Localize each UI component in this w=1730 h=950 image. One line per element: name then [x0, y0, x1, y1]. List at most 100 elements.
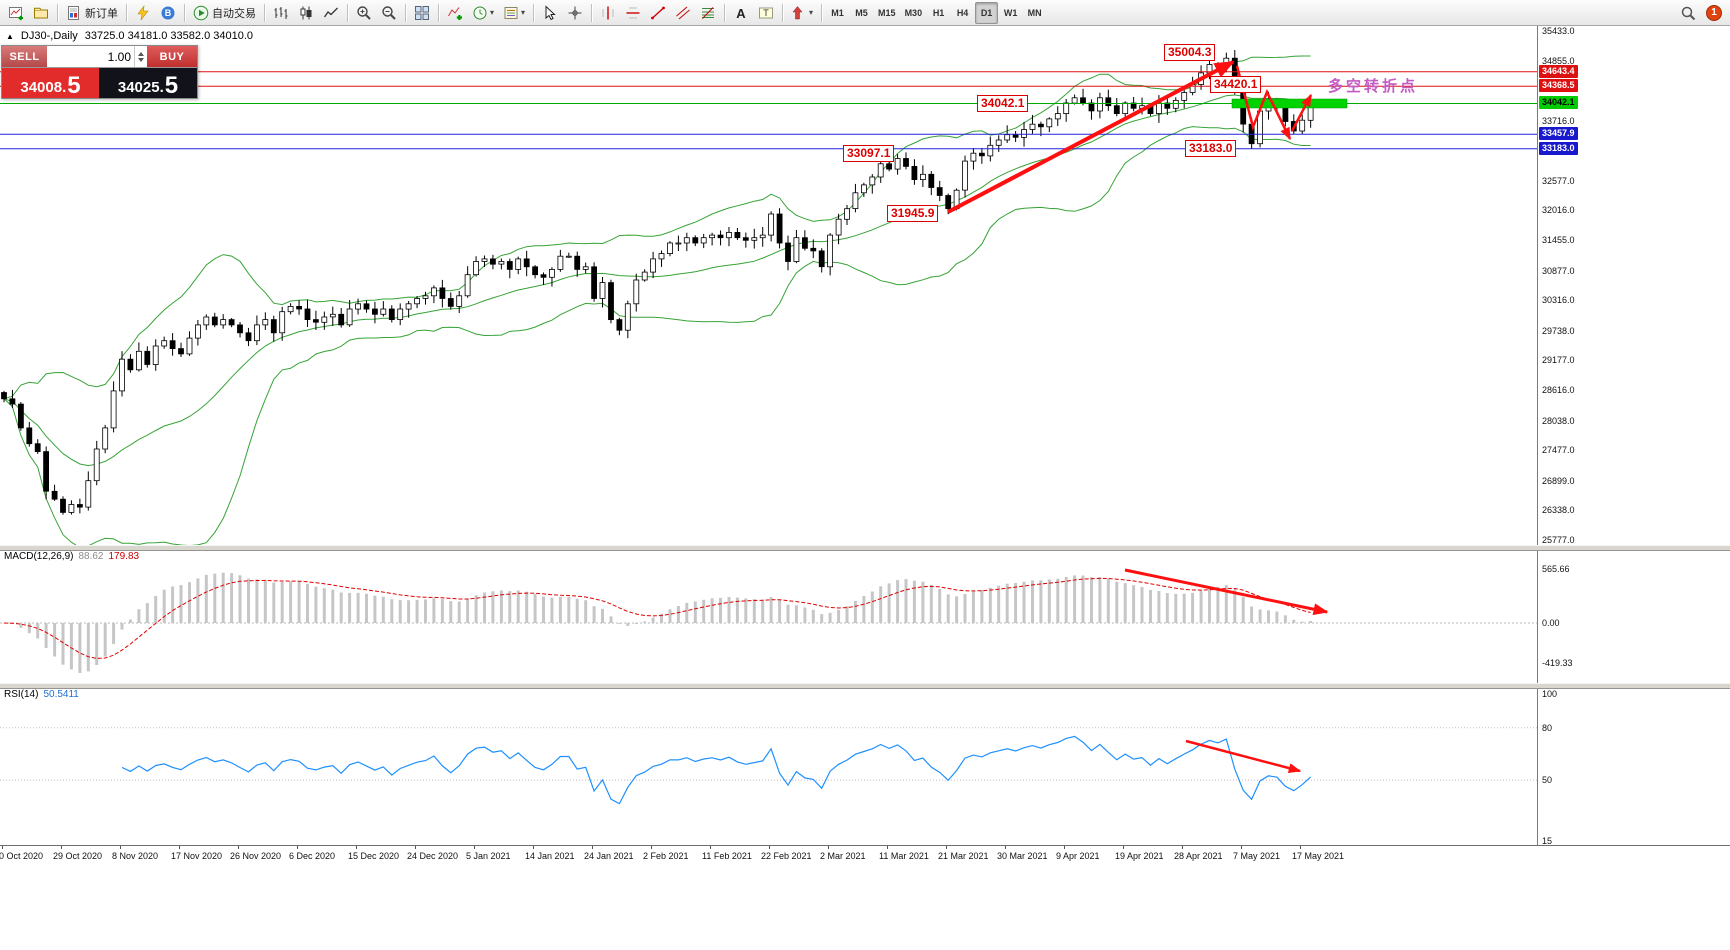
price-axis-label: 28038.0 [1542, 415, 1575, 426]
price-annotation-label[interactable]: 31945.9 [887, 205, 939, 222]
volume-spinner-icons[interactable] [134, 46, 147, 67]
fibonacci-button[interactable] [696, 2, 720, 24]
templates-icon [503, 5, 519, 21]
periods-button[interactable]: ▾ [468, 2, 498, 24]
price-annotation-label[interactable]: 34420.1 [1210, 76, 1262, 93]
macd-scale-label: 565.66 [1542, 563, 1570, 574]
bollinger-bands [3, 55, 1311, 545]
macd-chart-surface[interactable] [0, 551, 1537, 683]
sell-button[interactable]: SELL [2, 46, 47, 67]
timeframe-mn-button[interactable]: MN [1027, 7, 1042, 18]
line-chart-button[interactable] [319, 2, 343, 24]
macd-panel: MACD(12,26,9) 88.62 179.83 565.66 0.00 -41… [0, 551, 1730, 683]
turning-point-text[interactable]: 多空转折点 [1328, 78, 1419, 95]
candles-layer [1, 50, 1314, 515]
timeframe-m30-button[interactable]: M30 [904, 7, 923, 18]
zoom-out-button[interactable] [377, 2, 401, 24]
autotrading-button[interactable]: 自动交易 [189, 2, 260, 24]
price-axis-label: 28616.0 [1542, 385, 1575, 396]
bar-chart-button[interactable] [269, 2, 293, 24]
timeframe-h1-button[interactable]: H1 [932, 7, 945, 18]
price-chart-surface[interactable] [0, 26, 1537, 545]
price-marker-badge: 33183.0 [1539, 141, 1578, 155]
equidistant-channel-button[interactable] [671, 2, 695, 24]
time-axis-label: 20 Oct 2020 [0, 851, 44, 861]
panel-splitter[interactable] [0, 683, 1730, 689]
price-axis-label: 30877.0 [1542, 265, 1575, 276]
indicators-add-button[interactable] [443, 2, 467, 24]
rsi-scale[interactable]: 100 80 50 15 [1537, 689, 1730, 846]
time-axis-label: 11 Mar 2021 [879, 851, 929, 861]
templates-button[interactable]: ▾ [499, 2, 529, 24]
svg-text:A: A [736, 6, 746, 21]
bid-price[interactable]: 34008. 5 [2, 68, 99, 98]
cursor-icon [542, 4, 558, 21]
volume-stepper[interactable]: 1.00 [47, 46, 147, 67]
time-axis-label: 14 Jan 2021 [525, 851, 575, 861]
price-annotation-label[interactable]: 34042.1 [977, 95, 1029, 112]
trend-arrow[interactable] [947, 60, 1235, 214]
new-chart-button[interactable] [4, 2, 28, 24]
arrows-dropdown-icon[interactable]: ▾ [809, 8, 814, 17]
periods-dropdown-icon[interactable]: ▾ [490, 8, 495, 17]
timeframe-h4-button[interactable]: H4 [956, 7, 969, 18]
time-axis[interactable]: 20 Oct 2020 29 Oct 2020 8 Nov 2020 17 Nov 2… [0, 845, 1730, 950]
timeframe-d1-button[interactable]: D1 [975, 1, 999, 24]
horizontal-line-button[interactable] [621, 2, 645, 24]
vertical-line-button[interactable] [596, 2, 620, 24]
zoom-in-button[interactable] [352, 2, 376, 24]
timeframe-m1-button[interactable]: M1 [831, 7, 844, 18]
price-axis[interactable]: 35433.0 34855.0 33716.0 32577.0 32016.0 31455… [1537, 26, 1730, 545]
community-button[interactable]: B [156, 2, 180, 24]
time-axis-tick [179, 846, 180, 849]
rsi-chart-surface[interactable] [0, 689, 1537, 845]
toolbar-separator [724, 3, 726, 22]
timeframe-m15-button[interactable]: M15 [878, 7, 896, 18]
time-axis-tick [1064, 846, 1065, 849]
tile-windows-icon [414, 5, 430, 21]
volume-value[interactable]: 1.00 [107, 49, 131, 64]
trendline-button[interactable] [646, 2, 670, 24]
macd-label: MACD(12,26,9) 88.62 179.83 [4, 551, 139, 562]
timeframe-w1-button[interactable]: W1 [1003, 7, 1018, 18]
trade-panel-prices: 34008. 5 34025. 5 [2, 68, 197, 98]
time-axis-label: 29 Oct 2020 [53, 851, 103, 861]
new-order-button[interactable]: 新订单 [62, 2, 122, 24]
search-button[interactable] [1676, 2, 1700, 24]
price-annotation-label[interactable]: 35004.3 [1164, 44, 1216, 61]
cursor-button[interactable] [538, 2, 562, 24]
spinner-down-icon[interactable] [138, 57, 144, 62]
timeframe-m5-button[interactable]: M5 [855, 7, 868, 18]
buy-button[interactable]: BUY [147, 46, 197, 67]
notification-badge[interactable]: 1 [1706, 4, 1722, 21]
text-button[interactable]: A [729, 2, 753, 24]
price-annotation-label[interactable]: 33097.1 [843, 145, 895, 162]
templates-dropdown-icon[interactable]: ▾ [521, 8, 526, 17]
macd-scale[interactable]: 565.66 0.00 -419.33 [1537, 551, 1730, 683]
price-marker-badge: 34368.5 [1539, 79, 1578, 93]
metaeditor-button[interactable] [131, 2, 155, 24]
arrows-button[interactable]: ▾ [787, 2, 817, 24]
time-axis-label: 2 Feb 2021 [643, 851, 689, 861]
trend-arrow[interactable] [1124, 568, 1329, 616]
chart-symbol-period: DJ30-,Daily [20, 30, 78, 42]
trend-arrow[interactable] [1290, 93, 1313, 132]
candlestick-chart-button[interactable] [294, 2, 318, 24]
trend-arrow[interactable] [1185, 739, 1302, 773]
toolbar-separator [782, 3, 784, 22]
time-axis-tick [1123, 846, 1124, 849]
ask-price[interactable]: 34025. 5 [99, 68, 197, 98]
text-label-button[interactable]: T [754, 2, 778, 24]
crosshair-button[interactable] [563, 2, 587, 24]
spinner-up-icon[interactable] [138, 51, 144, 56]
one-click-collapse-icon[interactable]: ▲ [6, 31, 14, 41]
time-axis-tick [651, 846, 652, 849]
trend-arrow[interactable] [1235, 65, 1292, 141]
time-axis-tick [887, 846, 888, 849]
tile-windows-button[interactable] [410, 2, 434, 24]
rsi-scale-label: 15 [1542, 835, 1553, 846]
profiles-button[interactable] [29, 2, 53, 24]
support-zone-bar[interactable] [1231, 98, 1348, 109]
price-annotation-label[interactable]: 33183.0 [1185, 140, 1237, 157]
panel-splitter[interactable] [0, 545, 1730, 551]
